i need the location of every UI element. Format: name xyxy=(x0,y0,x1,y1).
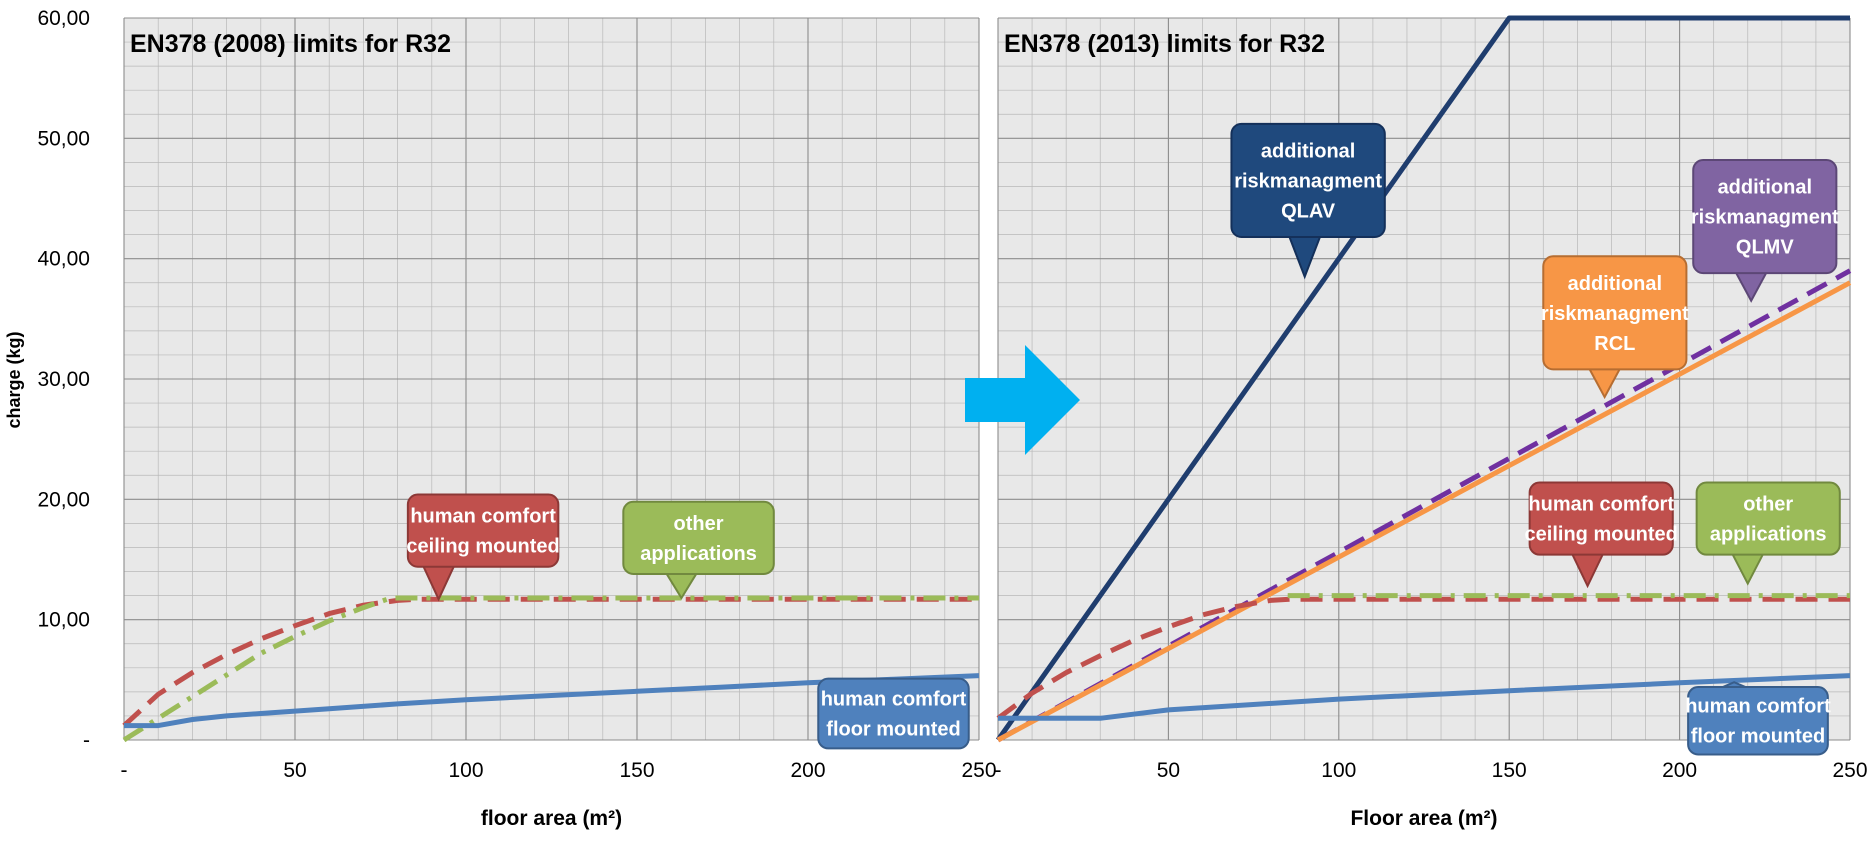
y-tick-label: - xyxy=(83,729,90,752)
right-arrow-icon xyxy=(965,345,1080,455)
callout-ceiling: human comfort ceiling mounted xyxy=(406,493,560,602)
x-tick-label: 250 xyxy=(1832,759,1867,782)
x-tick-label: 200 xyxy=(1662,759,1697,782)
callout-box xyxy=(1528,481,1674,556)
callout-text: other xyxy=(1743,494,1793,516)
callout-rcl: additional riskmanagment RCL xyxy=(1541,255,1689,400)
callout-qlav: additional riskmanagment QLAV xyxy=(1230,122,1386,280)
y-tick-label: 20,00 xyxy=(37,488,90,511)
transition-arrow xyxy=(965,345,1080,455)
x-tick-label: 150 xyxy=(619,759,654,782)
callout-box xyxy=(1695,481,1841,556)
x-tick-label: - xyxy=(121,759,128,782)
series-line-floor xyxy=(998,673,1851,721)
callout-qlmv: additional riskmanagment QLMV xyxy=(1691,158,1839,303)
callout-text: floor mounted xyxy=(826,719,960,741)
callout-text: applications xyxy=(640,543,757,565)
callout-box xyxy=(406,493,560,568)
x-axis-label: Floor area (m²) xyxy=(1350,807,1497,830)
chart-title: EN378 (2008) limits for R32 xyxy=(130,30,451,58)
callout-text: applications xyxy=(1710,524,1827,546)
callout-text: human comfort xyxy=(410,506,556,528)
series-line-ceiling xyxy=(122,596,979,728)
callout-box xyxy=(1542,255,1688,371)
y-tick-label: 40,00 xyxy=(37,248,90,271)
callout-text: other xyxy=(674,513,724,535)
y-axis-label: charge (kg) xyxy=(4,331,24,428)
x-tick-label: 250 xyxy=(961,759,996,782)
callout-box xyxy=(622,500,775,575)
callout-ceiling: human comfort ceiling mounted xyxy=(1525,481,1678,589)
callout-text: additional xyxy=(1568,273,1662,295)
series-line-qlmv xyxy=(996,268,1852,743)
y-tick-label: 30,00 xyxy=(37,368,90,391)
chart-2013: - 50 100 150 200 250 Floor area (m²) EN378 (201… xyxy=(995,15,1868,830)
x-tick-label: 100 xyxy=(448,759,483,782)
y-tick-label: 60,00 xyxy=(37,7,90,30)
chart-2008: - 50 100 150 200 250 - 10,00 20,00 30,00 40,00 50,0… xyxy=(37,7,996,830)
callout-box xyxy=(1692,158,1838,275)
series-line-ceiling xyxy=(996,596,1850,721)
callout-text: floor mounted xyxy=(1691,726,1825,748)
x-tick-label: 50 xyxy=(1157,759,1180,782)
series-line-rcl xyxy=(996,280,1852,743)
x-tick-label: 50 xyxy=(283,759,306,782)
callout-text: additional xyxy=(1718,177,1812,199)
chart-title: EN378 (2013) limits for R32 xyxy=(1004,30,1325,58)
series-line-other xyxy=(122,595,979,743)
series-line-floor xyxy=(124,673,980,729)
callout-box xyxy=(817,677,970,750)
x-tick-label: - xyxy=(995,759,1002,782)
callout-text: riskmanagment xyxy=(1234,170,1382,192)
series-line-qlav xyxy=(995,15,1850,742)
callout-floor: human comfort floor mounted xyxy=(1685,681,1831,756)
callout-text: QLAV xyxy=(1281,200,1336,222)
callout-text: human comfort xyxy=(1528,494,1674,516)
y-tick-label: 10,00 xyxy=(37,609,90,632)
callout-text: riskmanagment xyxy=(1691,207,1839,229)
callout-text: riskmanagment xyxy=(1541,303,1689,325)
x-tick-label: 150 xyxy=(1492,759,1527,782)
callout-other: other applications xyxy=(622,500,775,600)
callout-box xyxy=(1230,122,1386,239)
callout-floor: human comfort floor mounted xyxy=(817,677,970,750)
x-tick-label: 100 xyxy=(1321,759,1356,782)
x-tick-label: 200 xyxy=(790,759,825,782)
x-axis-label: floor area (m²) xyxy=(481,807,622,830)
callout-text: ceiling mounted xyxy=(1525,524,1678,546)
callout-text: human comfort xyxy=(1685,696,1831,718)
callout-other: other applications xyxy=(1695,481,1841,586)
y-tick-label: 50,00 xyxy=(37,127,90,150)
callout-text: QLMV xyxy=(1736,237,1794,259)
callout-box xyxy=(1687,686,1829,756)
callout-text: ceiling mounted xyxy=(406,536,559,558)
callout-text: human comfort xyxy=(821,689,967,711)
callout-text: additional xyxy=(1261,140,1355,162)
callout-text: RCL xyxy=(1594,333,1635,355)
